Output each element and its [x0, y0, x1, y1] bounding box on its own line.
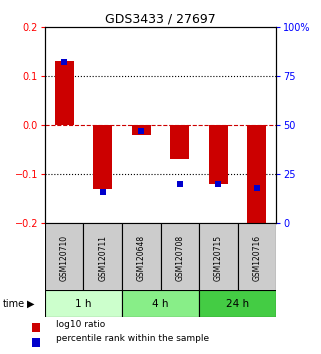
Bar [132, 125, 151, 135]
Bar [199, 223, 238, 292]
Bar [122, 290, 199, 317]
Text: 4 h: 4 h [152, 298, 169, 309]
Text: ▶: ▶ [27, 299, 34, 309]
Title: GDS3433 / 27697: GDS3433 / 27697 [105, 12, 216, 25]
Bar [93, 125, 112, 189]
Text: 1 h: 1 h [75, 298, 92, 309]
Bar [160, 223, 199, 292]
Bar [55, 61, 74, 125]
Text: GSM120716: GSM120716 [252, 234, 261, 281]
Bar [238, 223, 276, 292]
Text: GSM120715: GSM120715 [214, 234, 223, 281]
Text: 24 h: 24 h [226, 298, 249, 309]
Bar [209, 125, 228, 184]
Bar [170, 125, 189, 159]
Text: GSM120710: GSM120710 [60, 234, 69, 281]
Text: percentile rank within the sample: percentile rank within the sample [56, 335, 209, 343]
Bar [45, 290, 122, 317]
Bar [83, 223, 122, 292]
Bar [247, 125, 266, 233]
Text: GSM120711: GSM120711 [98, 235, 107, 280]
Bar [122, 223, 160, 292]
Text: log10 ratio: log10 ratio [56, 320, 105, 329]
Bar [45, 223, 83, 292]
Text: time: time [3, 299, 25, 309]
Text: GSM120708: GSM120708 [175, 234, 184, 281]
Text: GSM120648: GSM120648 [137, 234, 146, 281]
Bar [199, 290, 276, 317]
